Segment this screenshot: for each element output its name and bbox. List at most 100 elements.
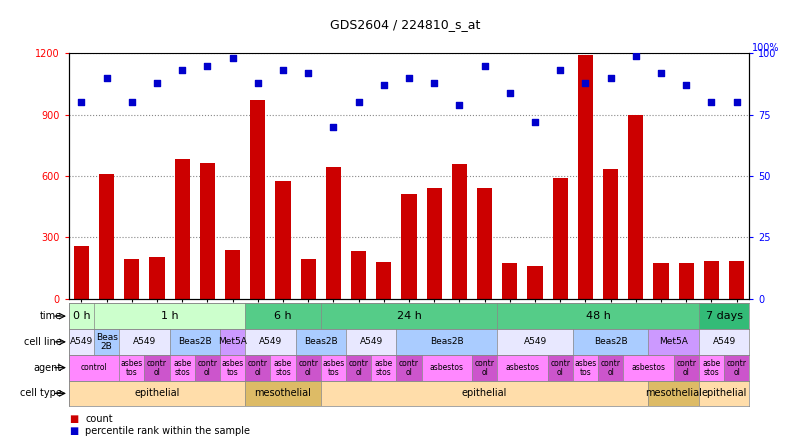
- Text: cell line: cell line: [24, 337, 62, 347]
- Text: contr
ol: contr ol: [198, 359, 217, 377]
- Bar: [699, 303, 749, 329]
- Text: A549: A549: [713, 337, 735, 346]
- Bar: [275, 181, 291, 299]
- Point: [629, 52, 642, 59]
- Point: [176, 67, 189, 74]
- Point: [100, 74, 113, 81]
- Bar: [94, 329, 119, 355]
- Point: [403, 74, 416, 81]
- Text: ■: ■: [69, 414, 78, 424]
- Bar: [371, 355, 396, 381]
- Text: A549: A549: [523, 337, 547, 346]
- Bar: [220, 355, 245, 381]
- Point: [226, 55, 239, 62]
- Bar: [175, 159, 190, 299]
- Point: [151, 79, 164, 86]
- Text: contr
ol: contr ol: [147, 359, 167, 377]
- Text: 7 days: 7 days: [706, 311, 743, 321]
- Bar: [649, 381, 699, 406]
- Bar: [169, 329, 220, 355]
- Text: contr
ol: contr ol: [550, 359, 570, 377]
- Text: contr
ol: contr ol: [727, 359, 747, 377]
- Text: asbes
tos: asbes tos: [121, 359, 143, 377]
- Bar: [250, 100, 266, 299]
- Text: 0 h: 0 h: [73, 311, 90, 321]
- Bar: [346, 329, 396, 355]
- Text: A549: A549: [70, 337, 93, 346]
- Text: asbestos: asbestos: [430, 363, 464, 372]
- Bar: [94, 303, 245, 329]
- Text: asbes
tos: asbes tos: [574, 359, 597, 377]
- Bar: [346, 355, 371, 381]
- Bar: [679, 263, 694, 299]
- Bar: [497, 303, 699, 329]
- Bar: [603, 169, 618, 299]
- Bar: [674, 355, 699, 381]
- Text: time: time: [40, 311, 62, 321]
- Bar: [119, 329, 169, 355]
- Text: asbestos: asbestos: [505, 363, 539, 372]
- Text: Met5A: Met5A: [659, 337, 688, 346]
- Point: [579, 79, 592, 86]
- Text: 100%: 100%: [752, 43, 779, 53]
- Bar: [729, 261, 744, 299]
- Bar: [351, 251, 366, 299]
- Text: mesothelial: mesothelial: [646, 388, 702, 398]
- Point: [604, 74, 617, 81]
- Text: 48 h: 48 h: [586, 311, 611, 321]
- Bar: [573, 329, 649, 355]
- Text: asbe
stos: asbe stos: [274, 359, 292, 377]
- Text: asbe
stos: asbe stos: [173, 359, 191, 377]
- Bar: [704, 261, 719, 299]
- Point: [478, 62, 491, 69]
- Bar: [69, 329, 94, 355]
- Bar: [195, 355, 220, 381]
- Text: cell type: cell type: [20, 388, 62, 398]
- Bar: [452, 164, 467, 299]
- Point: [554, 67, 567, 74]
- Bar: [245, 329, 296, 355]
- Bar: [497, 355, 548, 381]
- Bar: [699, 355, 724, 381]
- Text: 6 h: 6 h: [275, 311, 292, 321]
- Point: [302, 69, 315, 76]
- Bar: [629, 115, 643, 299]
- Bar: [245, 355, 271, 381]
- Text: epithelial: epithelial: [134, 388, 180, 398]
- Text: Beas2B: Beas2B: [304, 337, 338, 346]
- Point: [201, 62, 214, 69]
- Bar: [301, 259, 316, 299]
- Bar: [573, 355, 598, 381]
- Text: asbe
stos: asbe stos: [702, 359, 721, 377]
- Text: mesothelial: mesothelial: [254, 388, 312, 398]
- Point: [75, 99, 88, 106]
- Text: agent: agent: [34, 363, 62, 373]
- Bar: [578, 56, 593, 299]
- Bar: [271, 355, 296, 381]
- Text: contr
ol: contr ol: [399, 359, 419, 377]
- Text: Beas2B: Beas2B: [594, 337, 628, 346]
- Bar: [326, 167, 341, 299]
- Bar: [377, 262, 391, 299]
- Text: GDS2604 / 224810_s_at: GDS2604 / 224810_s_at: [330, 18, 480, 31]
- Point: [327, 123, 340, 131]
- Text: contr
ol: contr ol: [248, 359, 268, 377]
- Text: contr
ol: contr ol: [475, 359, 495, 377]
- Point: [680, 82, 693, 89]
- Bar: [144, 355, 169, 381]
- Bar: [396, 355, 422, 381]
- Text: control: control: [81, 363, 108, 372]
- Bar: [598, 355, 623, 381]
- Bar: [649, 329, 699, 355]
- Bar: [422, 355, 472, 381]
- Bar: [321, 303, 497, 329]
- Point: [453, 101, 466, 108]
- Bar: [527, 266, 543, 299]
- Bar: [296, 355, 321, 381]
- Point: [705, 99, 718, 106]
- Text: count: count: [85, 414, 113, 424]
- Bar: [497, 329, 573, 355]
- Bar: [623, 355, 674, 381]
- Text: asbe
stos: asbe stos: [375, 359, 393, 377]
- Text: Beas
2B: Beas 2B: [96, 333, 117, 351]
